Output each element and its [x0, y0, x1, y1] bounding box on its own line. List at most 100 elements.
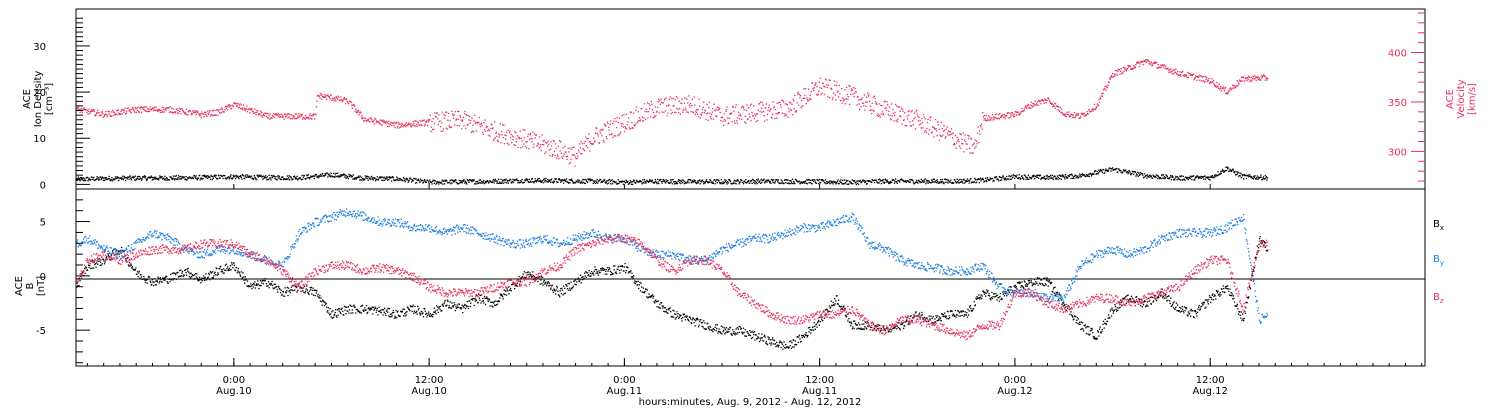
density-point	[470, 180, 472, 182]
density-point	[1172, 176, 1174, 178]
density-point	[330, 176, 332, 178]
velocity-point	[910, 111, 912, 113]
velocity-point	[495, 131, 498, 133]
velocity-point	[774, 109, 777, 111]
velocity-point	[1010, 116, 1012, 118]
bx-point	[267, 285, 269, 287]
velocity-point	[887, 104, 889, 106]
bx-point	[503, 289, 505, 291]
density-point	[719, 183, 721, 185]
velocity-point	[833, 80, 835, 82]
bx-point	[212, 271, 214, 273]
velocity-point	[432, 118, 434, 120]
bx-point	[367, 311, 369, 314]
velocity-point	[777, 113, 779, 115]
density-point	[1256, 177, 1258, 179]
bx-point	[392, 309, 394, 312]
velocity-point	[542, 140, 544, 142]
bx-point	[135, 267, 137, 269]
velocity-point	[298, 113, 300, 115]
velocity-point	[238, 106, 241, 108]
velocity-point	[122, 109, 124, 111]
density-point	[1146, 177, 1148, 179]
velocity-point	[576, 157, 578, 160]
bx-point	[436, 305, 438, 307]
density-point	[200, 177, 202, 179]
velocity-point	[428, 119, 430, 121]
bx-point	[198, 279, 200, 281]
bx-point	[430, 315, 432, 318]
density-point	[908, 181, 910, 183]
velocity-point	[883, 101, 885, 103]
density-point	[750, 180, 753, 182]
velocity-point	[455, 118, 458, 120]
density-point	[582, 178, 584, 181]
velocity-point	[676, 107, 678, 109]
density-point	[437, 181, 439, 184]
velocity-point	[558, 157, 560, 160]
density-point	[753, 181, 755, 183]
bx-point	[159, 280, 161, 283]
velocity-point	[622, 123, 624, 125]
density-point	[265, 177, 267, 179]
bx-point	[429, 313, 431, 315]
velocity-point	[732, 105, 734, 108]
density-point	[966, 180, 968, 182]
velocity-point	[627, 121, 629, 123]
density-point	[539, 180, 541, 182]
velocity-point	[1212, 79, 1215, 82]
density-point	[360, 176, 363, 178]
bx-point	[186, 268, 188, 270]
density-point	[831, 181, 834, 183]
velocity-point	[232, 104, 234, 107]
velocity-point	[304, 118, 306, 120]
density-point	[301, 178, 303, 181]
density-point	[443, 183, 446, 185]
velocity-point	[1080, 115, 1082, 118]
velocity-point	[529, 133, 532, 135]
density-point	[995, 177, 997, 179]
density-point	[146, 178, 148, 180]
velocity-point	[163, 106, 165, 109]
bx-point	[143, 278, 146, 280]
bx-point	[339, 311, 341, 313]
velocity-point	[252, 110, 254, 113]
density-point	[1210, 175, 1212, 177]
density-point	[97, 177, 99, 179]
bx-point	[99, 264, 101, 267]
density-point	[1138, 172, 1140, 174]
bx-point	[436, 309, 438, 311]
velocity-point	[514, 144, 516, 147]
bx-point	[434, 310, 437, 312]
velocity-point	[953, 142, 955, 144]
density-point	[633, 179, 635, 182]
density-point	[160, 177, 162, 179]
density-point	[422, 181, 425, 183]
velocity-point	[424, 125, 426, 127]
velocity-point	[899, 110, 901, 112]
velocity-point	[359, 111, 361, 113]
density-point	[1232, 169, 1234, 171]
bx-point	[213, 275, 215, 277]
density-point	[1019, 177, 1021, 179]
velocity-point	[821, 92, 823, 94]
bx-point	[442, 304, 444, 306]
bx-point	[196, 273, 198, 275]
bx-point	[209, 279, 211, 281]
density-point	[940, 182, 942, 184]
velocity-point	[685, 109, 687, 111]
bx-point	[358, 310, 360, 313]
density-point	[342, 174, 344, 176]
velocity-point	[172, 112, 174, 114]
velocity-point	[1032, 102, 1034, 105]
density-point	[446, 180, 448, 182]
density-point	[549, 179, 551, 181]
bx-point	[407, 307, 409, 309]
velocity-point	[1168, 71, 1170, 74]
density-point	[716, 182, 718, 184]
bx-point	[222, 272, 224, 274]
density-point	[851, 179, 853, 181]
density-point	[1079, 176, 1081, 178]
density-point	[119, 177, 122, 179]
velocity-point	[335, 96, 337, 98]
